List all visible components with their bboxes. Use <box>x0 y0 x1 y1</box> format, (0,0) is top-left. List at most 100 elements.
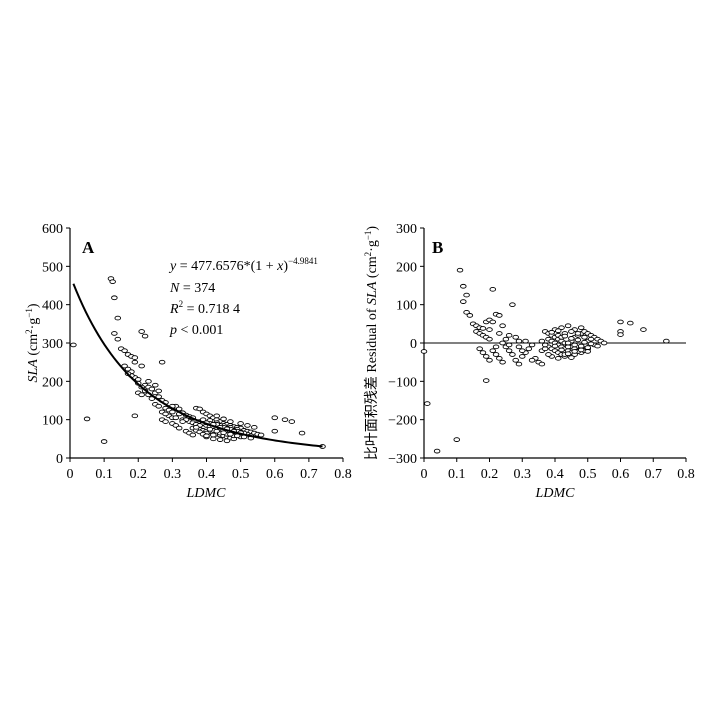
data-point <box>145 378 152 384</box>
data-point <box>555 355 562 361</box>
panel-a-y-ticks: 0 100 200 300 400 500 600 <box>42 222 70 467</box>
data-point <box>424 401 431 406</box>
panel-b-x-tick-label: 0.5 <box>579 467 597 482</box>
data-point <box>564 340 572 346</box>
data-point <box>627 320 634 326</box>
panel-a-y-tick-label: 100 <box>42 414 63 429</box>
data-point <box>617 332 624 337</box>
data-point <box>463 309 470 315</box>
data-point <box>271 428 279 434</box>
data-point <box>257 432 265 438</box>
data-point <box>486 336 493 342</box>
panel-a: 0 0.1 0.2 0.3 0.4 0.5 0.6 0.7 0.8 0 100 200 300 400 5… <box>24 222 352 501</box>
data-point <box>83 416 91 422</box>
data-point <box>460 299 467 304</box>
data-point <box>479 350 487 355</box>
data-point <box>169 409 176 415</box>
data-point <box>499 359 506 365</box>
data-point <box>528 357 536 363</box>
panel-b-letter: B <box>432 238 443 257</box>
data-point <box>512 357 519 363</box>
data-point <box>141 333 149 339</box>
data-point <box>131 355 139 360</box>
panel-b-x-tick-label: 0.2 <box>481 467 499 482</box>
panel-b-y-ticks: −300 −200 −100 0 100 200 300 <box>388 222 424 467</box>
data-point <box>496 331 503 336</box>
panel-b-points <box>420 267 670 454</box>
data-point <box>489 348 497 354</box>
panel-a-letter: A <box>82 238 95 257</box>
panel-a-x-tick-label: 0.5 <box>232 467 250 482</box>
data-point <box>617 319 624 325</box>
panel-a-x-tick-label: 0.6 <box>266 467 284 482</box>
data-point <box>505 342 513 348</box>
data-point <box>433 448 441 454</box>
panel-a-equation: y = 477.6576*(1 + x)−4.9841 <box>168 256 318 274</box>
data-point <box>216 437 224 442</box>
data-point <box>453 437 461 442</box>
data-point <box>519 348 526 354</box>
data-point <box>223 438 231 444</box>
data-point <box>138 363 145 369</box>
data-point <box>515 344 523 350</box>
data-point <box>213 428 220 434</box>
data-point <box>148 396 156 401</box>
data-point <box>505 332 513 338</box>
panel-a-x-tick-label: 0.4 <box>198 467 216 482</box>
data-point <box>587 341 595 347</box>
data-point <box>288 419 296 424</box>
data-point <box>551 343 559 349</box>
data-point <box>175 406 183 412</box>
data-point <box>499 340 506 346</box>
data-point <box>496 313 503 318</box>
data-point <box>499 323 506 329</box>
data-point <box>196 406 203 412</box>
data-point <box>512 334 519 340</box>
panel-b-x-tick-label: 0.8 <box>677 467 695 482</box>
panel-a-r2-stat: R2 = 0.718 4 <box>169 299 240 317</box>
data-point <box>210 436 217 442</box>
panel-b-x-tick-label: 0.6 <box>612 467 630 482</box>
data-point <box>486 327 493 332</box>
data-point <box>577 343 585 349</box>
data-point <box>509 352 516 357</box>
data-point <box>155 388 162 394</box>
data-point <box>538 338 546 344</box>
panel-b-y-tick-label: 100 <box>396 299 417 314</box>
panel-a-p-stat: p < 0.001 <box>169 323 223 338</box>
panel-b-x-tick-label: 0 <box>421 467 428 482</box>
panel-b-y-tick-label: −100 <box>388 375 417 390</box>
panel-a-n-stat: N = 374 <box>169 281 215 296</box>
panel-b-y-label: 比叶面积残差 Residual of SLA (cm2·g−1) <box>363 226 380 461</box>
panel-a-y-tick-label: 200 <box>42 375 63 390</box>
data-point <box>227 419 234 424</box>
panel-b-x-tick-label: 0.7 <box>645 467 663 482</box>
data-point <box>152 382 159 388</box>
data-point <box>109 279 116 285</box>
data-point <box>70 342 77 348</box>
data-point <box>515 361 523 367</box>
data-point <box>227 431 234 437</box>
data-point <box>134 377 142 382</box>
panel-a-x-tick-label: 0.1 <box>95 467 113 482</box>
data-point <box>564 323 572 329</box>
panel-b-y-tick-label: 300 <box>396 222 417 237</box>
panel-a-x-tick-label: 0.8 <box>334 467 352 482</box>
data-point <box>584 349 592 354</box>
panel-b-y-tick-label: −300 <box>388 452 417 467</box>
data-point <box>496 355 503 361</box>
data-point <box>640 327 647 332</box>
data-point <box>568 336 575 341</box>
data-point <box>663 338 670 344</box>
data-point <box>466 313 474 318</box>
data-point <box>522 338 529 344</box>
data-point <box>420 349 428 354</box>
data-point <box>114 315 122 321</box>
data-point <box>100 439 108 444</box>
data-point <box>486 357 493 363</box>
data-point <box>577 347 585 353</box>
data-point <box>581 334 588 340</box>
data-point <box>594 343 601 349</box>
data-point <box>515 338 523 344</box>
data-point <box>131 359 139 365</box>
